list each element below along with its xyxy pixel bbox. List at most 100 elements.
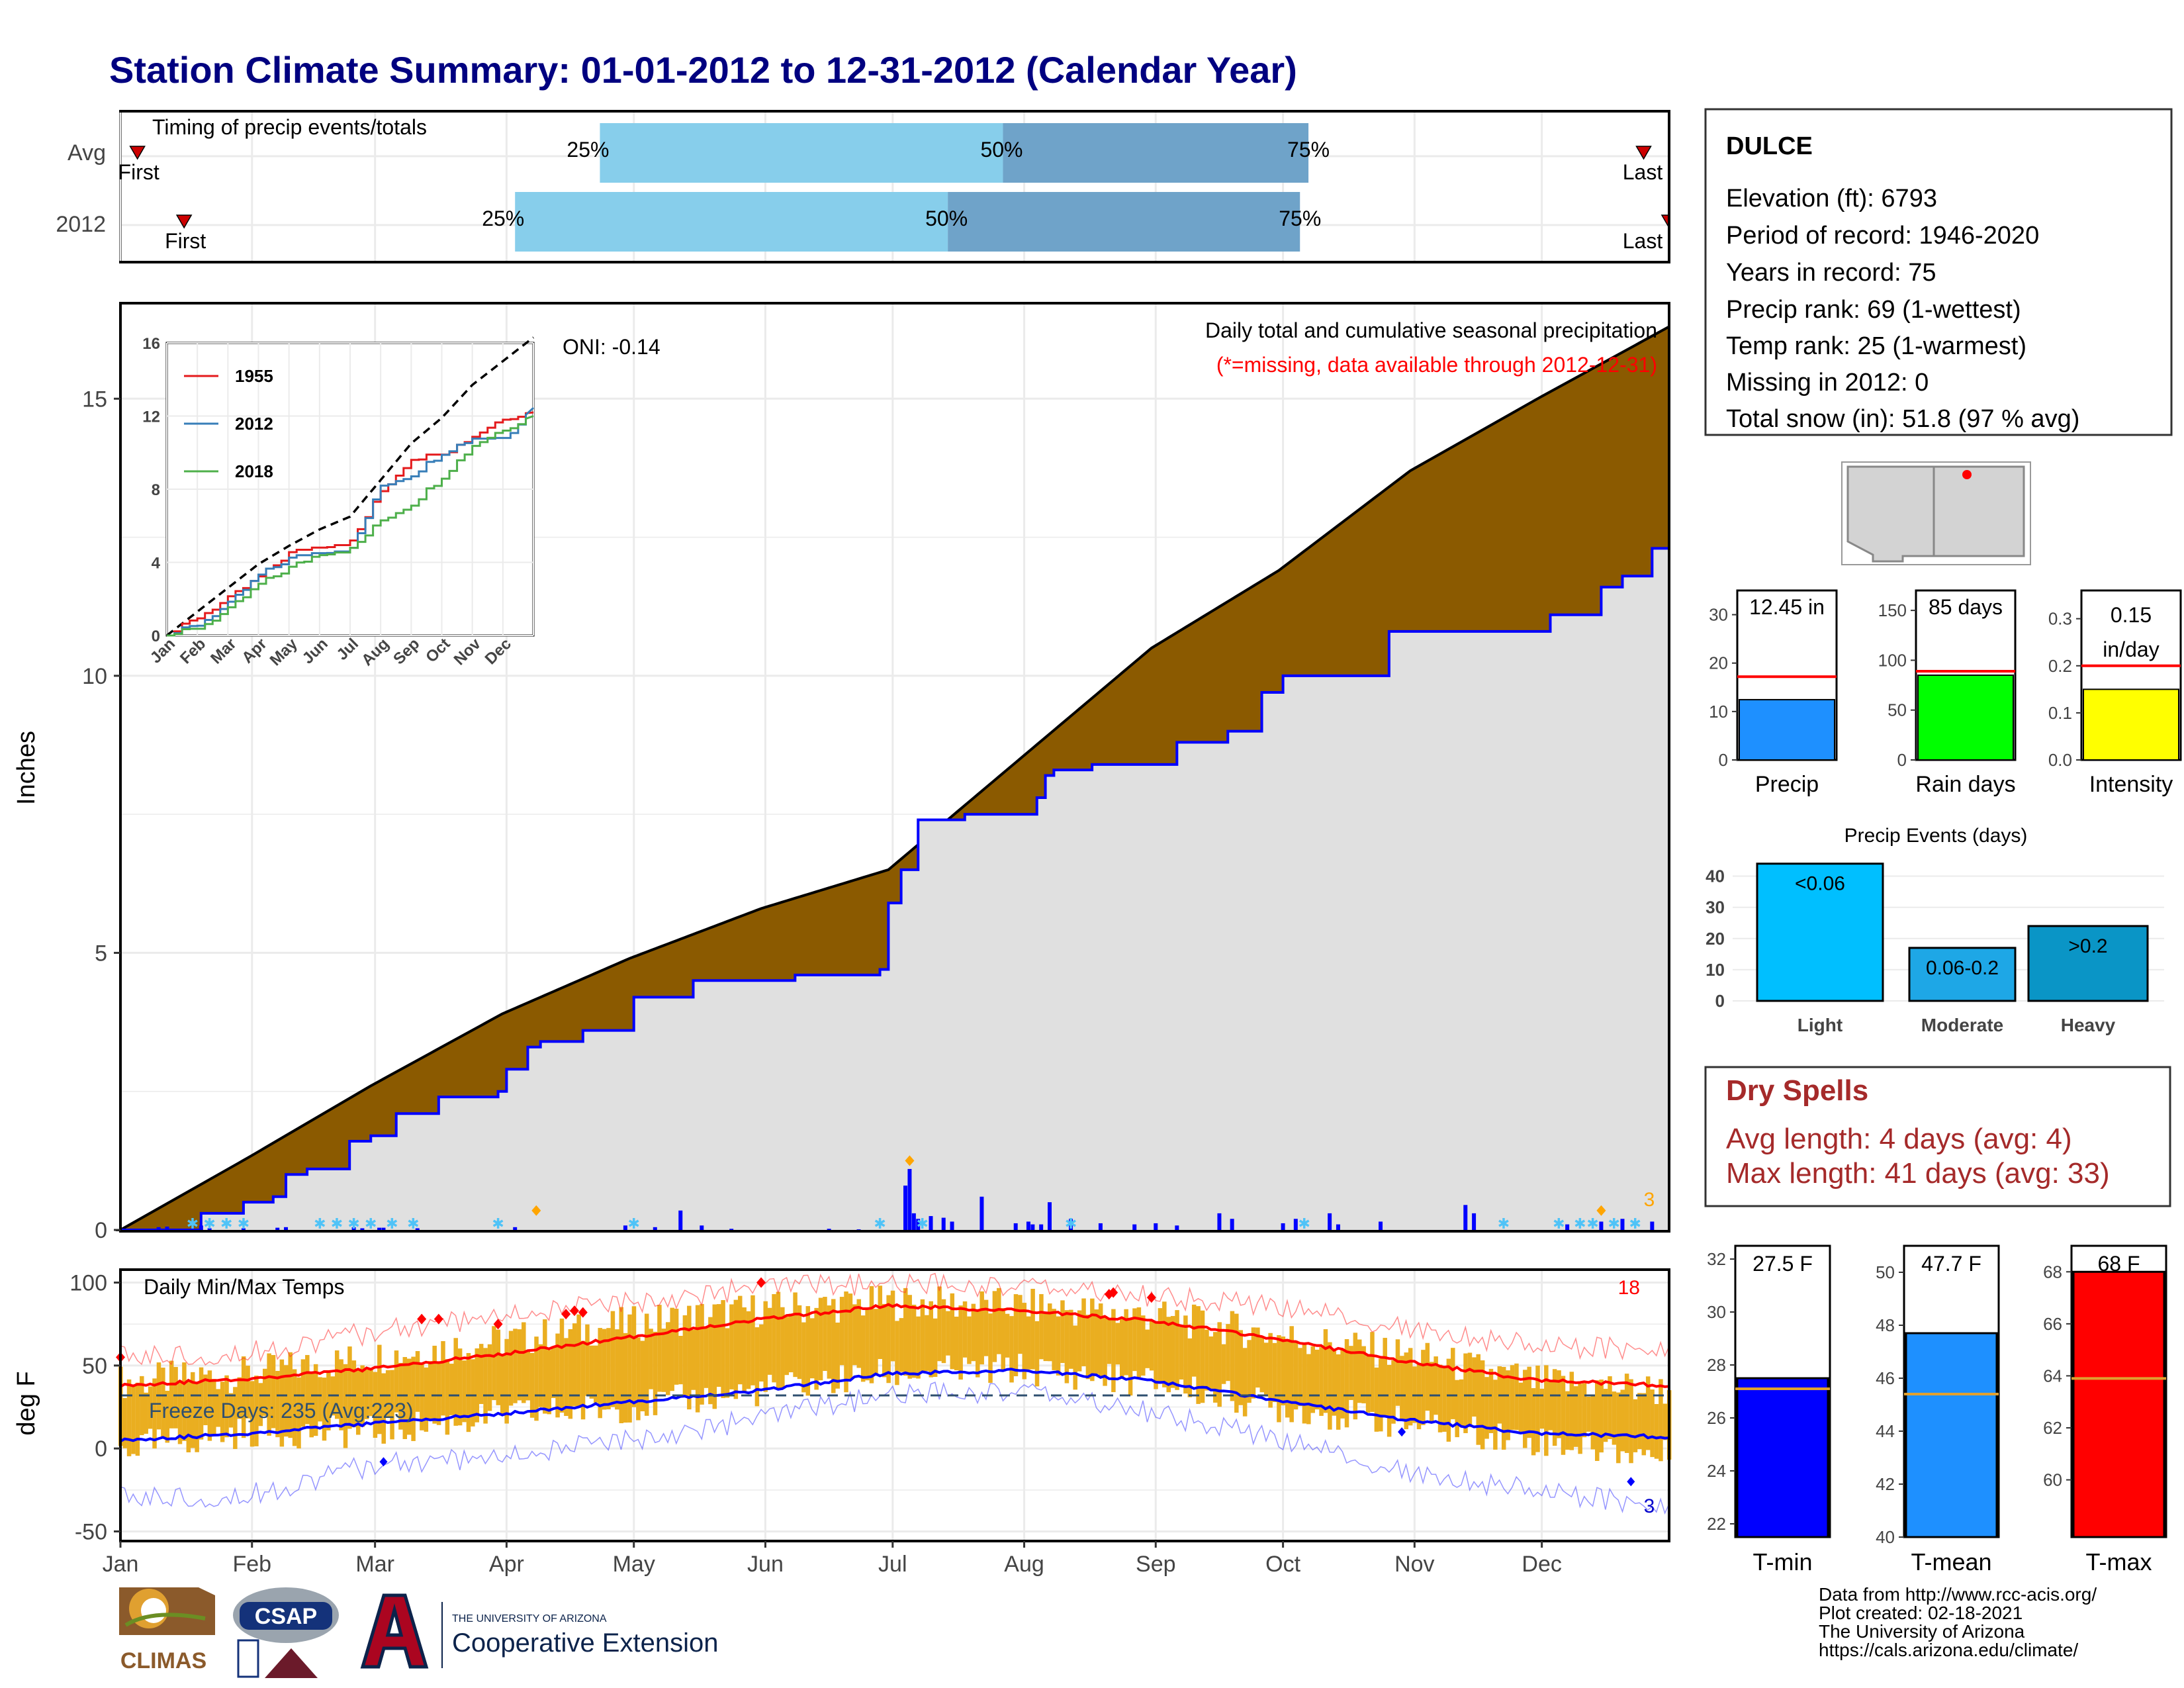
daily-temp-bar: [839, 1297, 844, 1366]
credit-url: https://cals.arizona.edu/climate/: [1819, 1640, 2078, 1660]
summary-ytick-label: 0: [1719, 750, 1728, 770]
daily-temp-bar: [1332, 1350, 1337, 1416]
station-location-dot: [1962, 470, 1972, 479]
daily-precip-bar: [1013, 1223, 1018, 1230]
daily-temp-bar: [1408, 1348, 1413, 1426]
daily-precip-bar: [360, 1228, 365, 1230]
daily-temp-bar: [831, 1299, 836, 1393]
credits: Data from http://www.rcc-acis.org/ Plot …: [1819, 1584, 2097, 1660]
daily-precip-bar: [907, 1168, 912, 1230]
daily-precip-bar: [1098, 1223, 1103, 1230]
daily-temp-bar: [254, 1376, 259, 1446]
temp-summary-label: T-max: [2085, 1548, 2152, 1575]
daily-temp-bar: [958, 1305, 963, 1380]
snow-day-marker-icon: ✱: [386, 1215, 398, 1232]
daily-temp-bar: [246, 1366, 250, 1419]
daily-temp-bar: [1573, 1386, 1578, 1447]
events-ytick-label: 40: [1706, 867, 1725, 886]
daily-precip-bar: [207, 1228, 212, 1230]
daily-temp-bar: [216, 1389, 220, 1427]
summary-bar-charts: 0 10 20 30 12.45 in Precip 0 50 100 150 85 days Rai…: [1709, 589, 2182, 797]
page-title: Station Climate Summary: 01-01-2012 to 1…: [109, 49, 1297, 91]
timing-q25-label: 25%: [482, 207, 524, 230]
precip-ytick-label: 0: [95, 1218, 107, 1243]
daily-temp-bar: [1391, 1360, 1396, 1424]
daily-temp-bar: [653, 1331, 658, 1415]
summary-ytick-label: 0.3: [2048, 609, 2072, 629]
daily-temp-bar: [339, 1359, 343, 1430]
temp-summary-ytick-label: 30: [1707, 1302, 1726, 1322]
temp-panel-frame: [119, 1268, 1670, 1542]
event-bar: [1908, 947, 2017, 1002]
daily-temp-bar: [1387, 1364, 1392, 1437]
daily-temp-bar: [1620, 1389, 1625, 1452]
daily-temp-bar: [865, 1307, 870, 1381]
daily-temp-bar: [148, 1386, 153, 1429]
daily-temp-bar: [661, 1329, 666, 1392]
daily-temp-bar: [1400, 1356, 1404, 1421]
daily-temp-bar: [415, 1351, 420, 1412]
daily-temp-bar: [173, 1367, 178, 1429]
daily-temp-bar: [441, 1340, 445, 1416]
daily-temp-bar: [992, 1291, 997, 1362]
inset-ytick-label: 8: [152, 481, 160, 499]
summary-ytick-label: 20: [1709, 653, 1728, 673]
daily-temp-bar: [1608, 1376, 1612, 1440]
daily-temp-bar: [1599, 1380, 1604, 1453]
daily-temp-bar: [746, 1311, 751, 1389]
daily-record-marker-icon: [1596, 1205, 1606, 1216]
daily-temp-bar: [1506, 1370, 1510, 1440]
temp-panel: Daily Min/Max Temps Freeze Days: 235 (Av…: [13, 1268, 1672, 1577]
temp-summary-value-label: 47.7 F: [1921, 1252, 1981, 1276]
daily-temp-bar: [1293, 1340, 1298, 1410]
daily-temp-bar: [1268, 1333, 1273, 1408]
daily-temp-bar: [1641, 1393, 1647, 1456]
daily-precip-bar: [700, 1225, 704, 1230]
timing-bar-q50-q75: [1003, 123, 1309, 183]
daily-temp-bar: [742, 1307, 747, 1393]
daily-temp-bar: [1544, 1365, 1549, 1456]
timing-row-label-avg: Avg: [68, 140, 106, 165]
daily-temp-bar: [250, 1381, 255, 1447]
daily-temp-bar: [529, 1352, 535, 1418]
inset-legend-label: 2018: [235, 461, 273, 481]
daily-temp-bar: [704, 1326, 709, 1388]
summary-bar-label: Intensity: [2089, 772, 2173, 797]
temp-summary-bar: [2072, 1270, 2165, 1538]
dry-spells-title: Dry Spells: [1726, 1074, 1868, 1107]
daily-temp-bar: [385, 1370, 390, 1417]
daily-precip-bar: [827, 1229, 831, 1230]
daily-temp-bar: [517, 1329, 522, 1401]
daily-temp-bar: [1196, 1306, 1201, 1404]
daily-temp-bar: [1255, 1327, 1260, 1388]
daily-temp-bar: [644, 1313, 649, 1416]
daily-temp-bar: [793, 1292, 797, 1378]
daily-temp-bar: [1242, 1348, 1248, 1417]
month-label: Apr: [489, 1552, 524, 1577]
record-high-marker-icon: [1146, 1292, 1156, 1303]
daily-precip-bar: [1217, 1213, 1222, 1230]
climas-logo: CLIMAS: [119, 1587, 215, 1673]
daily-temp-bar: [1361, 1346, 1366, 1403]
temp-summary-label: T-mean: [1911, 1548, 1991, 1575]
daily-temp-bar: [1226, 1324, 1230, 1382]
summary-ytick-label: 150: [1878, 600, 1907, 620]
daily-temp-bar: [140, 1376, 144, 1436]
daily-temp-bar: [547, 1350, 552, 1415]
daily-temp-bar: [615, 1329, 619, 1410]
daily-temp-bar: [237, 1377, 242, 1419]
temp-line-record-max: [120, 1272, 1670, 1366]
daily-temp-bar: [920, 1299, 925, 1372]
temp-line-record-min: [120, 1382, 1670, 1515]
timing-q75-label: 75%: [1279, 207, 1321, 230]
daily-temp-bar: [508, 1331, 514, 1406]
daily-temp-bar: [929, 1301, 933, 1378]
daily-temp-bar: [203, 1374, 208, 1425]
daily-temp-bar: [572, 1323, 577, 1407]
daily-temp-bar: [1535, 1365, 1540, 1452]
daily-precip-bar: [1463, 1205, 1468, 1230]
temp-summary-ytick-label: 62: [2043, 1418, 2062, 1438]
daily-temp-bar: [347, 1346, 352, 1429]
daily-temp-bar: [1323, 1329, 1328, 1413]
daily-temp-bar: [496, 1329, 501, 1405]
